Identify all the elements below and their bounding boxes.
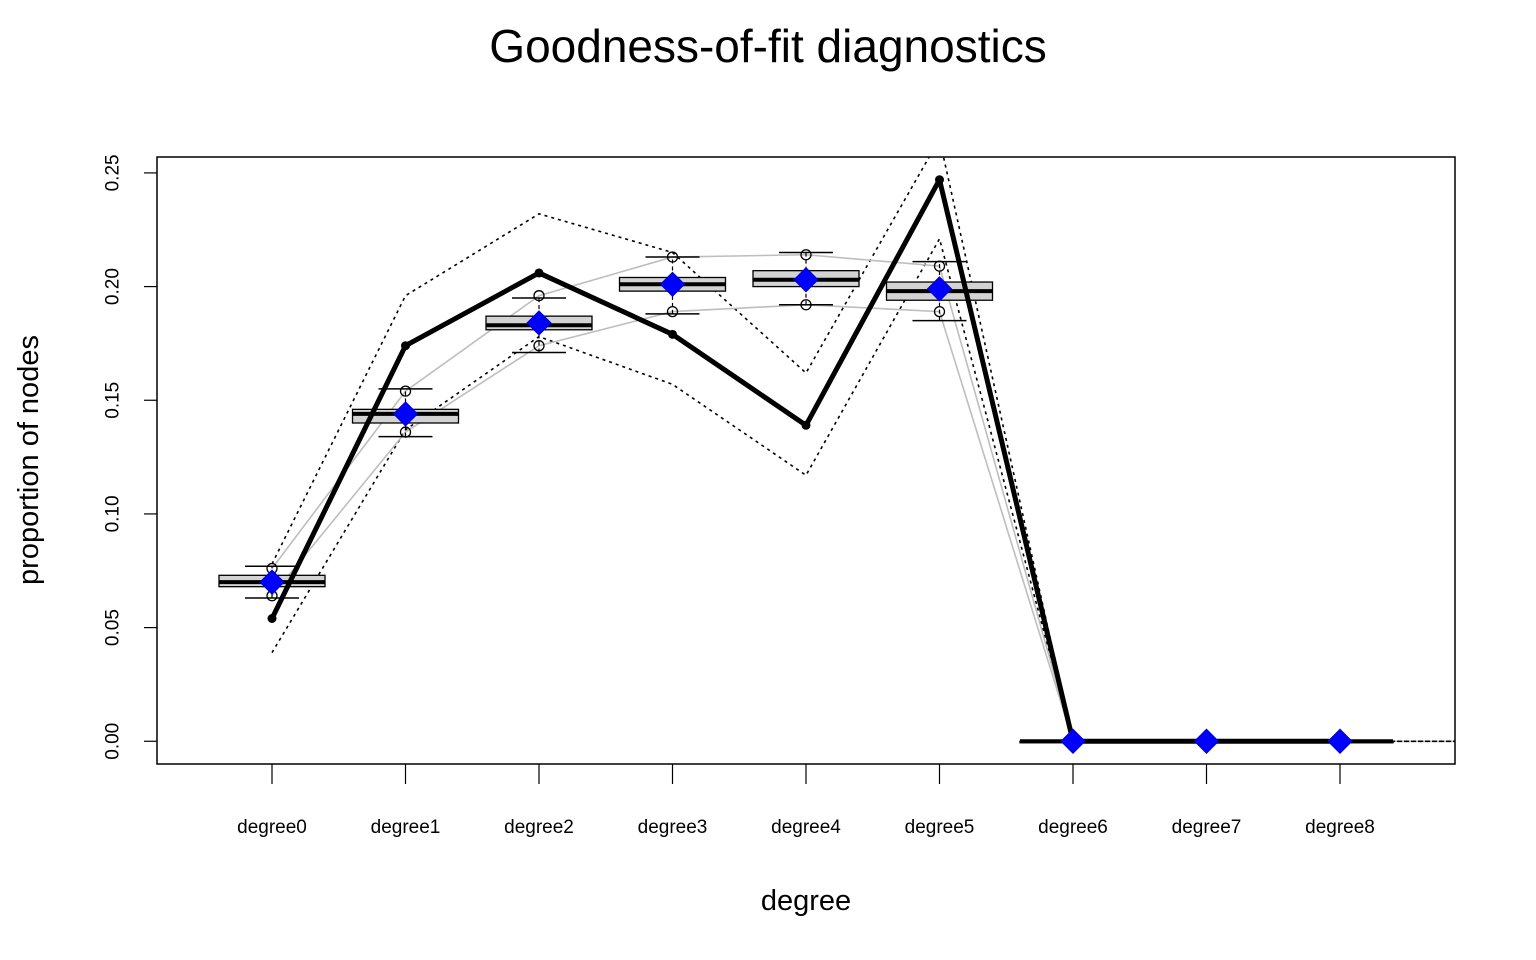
- simulated-means: [259, 267, 1353, 754]
- mean-diamond: [793, 267, 819, 293]
- outlier-point: [533, 340, 545, 352]
- observed-point: [935, 175, 944, 185]
- x-tick-label: degree4: [771, 817, 841, 838]
- outlier-point: [666, 251, 679, 263]
- x-tick-label: degree2: [504, 817, 574, 838]
- outlier-point: [800, 249, 812, 261]
- axes: 0.00 0.05 0.10 0.15 0.20 0.25 degree0 degree1 de…: [103, 154, 1375, 838]
- lower-bound-line: [271, 236, 1455, 743]
- x-tick-label: degree1: [371, 817, 441, 838]
- observed-point: [401, 341, 410, 351]
- mean-diamond: [1193, 728, 1220, 754]
- mean-diamond: [1327, 728, 1353, 754]
- mean-diamond: [926, 276, 953, 302]
- y-tick-label: 0.20: [103, 268, 124, 305]
- observed-point: [668, 329, 677, 339]
- simulated-path-line: [271, 253, 1074, 742]
- x-tick-label: degree8: [1305, 817, 1375, 838]
- x-tick-label: degree3: [638, 817, 708, 838]
- x-tick-label: degree0: [237, 817, 307, 838]
- x-tick-label: degree6: [1038, 817, 1108, 838]
- mean-diamond: [259, 569, 285, 595]
- y-tick-label: 0.10: [103, 495, 124, 532]
- upper-bound-line: [271, 157, 1455, 743]
- y-tick-label: 0.05: [103, 609, 124, 646]
- observed-point: [267, 614, 277, 624]
- outlier-point: [399, 385, 412, 397]
- mean-diamond: [1060, 728, 1086, 754]
- outlier-point: [933, 305, 946, 318]
- outlier-point: [933, 260, 946, 272]
- outlier-point: [533, 290, 545, 302]
- observed-point: [801, 420, 811, 430]
- y-tick-label: 0.15: [103, 382, 124, 419]
- outlier-point: [666, 305, 679, 318]
- mean-diamond: [392, 401, 419, 427]
- boxplots: [218, 249, 1394, 744]
- simulation-bounds: [271, 157, 1455, 743]
- outlier-point: [399, 426, 412, 438]
- mean-diamond: [659, 271, 686, 298]
- y-tick-label: 0.00: [103, 723, 124, 760]
- chart-title: Goodness-of-fit diagnostics: [489, 20, 1046, 72]
- mean-diamond: [526, 310, 552, 336]
- x-tick-label: degree7: [1172, 817, 1242, 838]
- x-axis-label: degree: [761, 885, 851, 917]
- outlier-point: [800, 299, 812, 311]
- y-axis-label: proportion of nodes: [13, 335, 45, 585]
- y-tick-label: 0.25: [103, 154, 124, 191]
- observed-line: [269, 177, 1340, 744]
- x-tick-label: degree5: [905, 817, 975, 838]
- simulated-extreme-paths: [271, 253, 1074, 742]
- observed-point: [534, 268, 544, 278]
